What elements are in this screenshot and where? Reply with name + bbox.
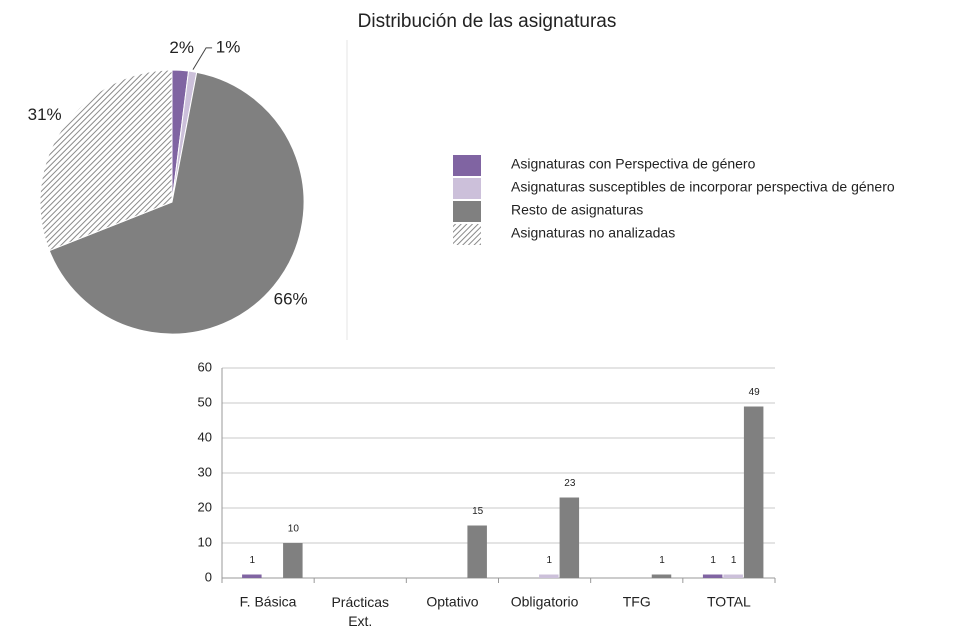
- x-tick-label: TOTAL: [707, 594, 751, 610]
- x-tick-label: Optativo: [426, 594, 478, 610]
- pie-label: 2%: [169, 38, 194, 57]
- pie-slice: [39, 69, 173, 252]
- y-tick-label: 30: [198, 464, 212, 479]
- legend-swatch: [453, 224, 481, 245]
- legend-label: Asignaturas susceptibles de incorporar p…: [511, 179, 895, 195]
- leader-line: [192, 47, 213, 70]
- bar: [559, 497, 580, 578]
- bar: [651, 574, 672, 578]
- legend-label: Asignaturas no analizadas: [511, 225, 675, 241]
- bar: [283, 543, 303, 578]
- pie-label: 31%: [28, 105, 62, 124]
- legend-swatch: [453, 155, 481, 176]
- x-tick-label: TFG: [623, 594, 651, 610]
- bar-value-label: 10: [288, 524, 300, 535]
- bar-value-label: 1: [659, 555, 665, 566]
- bar: [702, 574, 723, 578]
- bar-value-label: 15: [472, 506, 484, 517]
- bar: [743, 406, 764, 578]
- bar-value-label: 49: [749, 387, 761, 398]
- legend-swatch: [453, 201, 481, 222]
- legend-label: Resto de asignaturas: [511, 202, 643, 218]
- bar: [467, 525, 487, 578]
- y-tick-label: 50: [198, 394, 212, 409]
- y-tick-label: 60: [198, 359, 212, 374]
- x-tick-label: Prácticas Ext.: [331, 594, 389, 629]
- bar-value-label: 1: [547, 555, 553, 566]
- bar: [723, 574, 743, 578]
- y-tick-label: 0: [205, 569, 212, 584]
- bar-value-label: 1: [250, 555, 256, 566]
- y-tick-label: 10: [198, 534, 212, 549]
- chart-title: Distribución de las asignaturas: [358, 11, 617, 32]
- x-tick-label: Obligatorio: [511, 594, 579, 610]
- pie-label: 1%: [216, 37, 241, 56]
- pie-label: 66%: [274, 290, 308, 309]
- pie-slice: [48, 71, 305, 335]
- legend-label: Asignaturas con Perspectiva de género: [511, 156, 756, 172]
- bar-value-label: 1: [731, 555, 737, 566]
- legend-swatch: [453, 178, 481, 199]
- bar: [539, 574, 559, 578]
- y-tick-label: 20: [198, 499, 212, 514]
- bar: [242, 574, 262, 578]
- x-tick-label: F. Básica: [240, 594, 297, 610]
- bar-value-label: 1: [710, 555, 716, 566]
- bar-value-label: 23: [564, 478, 576, 489]
- y-tick-label: 40: [198, 429, 212, 444]
